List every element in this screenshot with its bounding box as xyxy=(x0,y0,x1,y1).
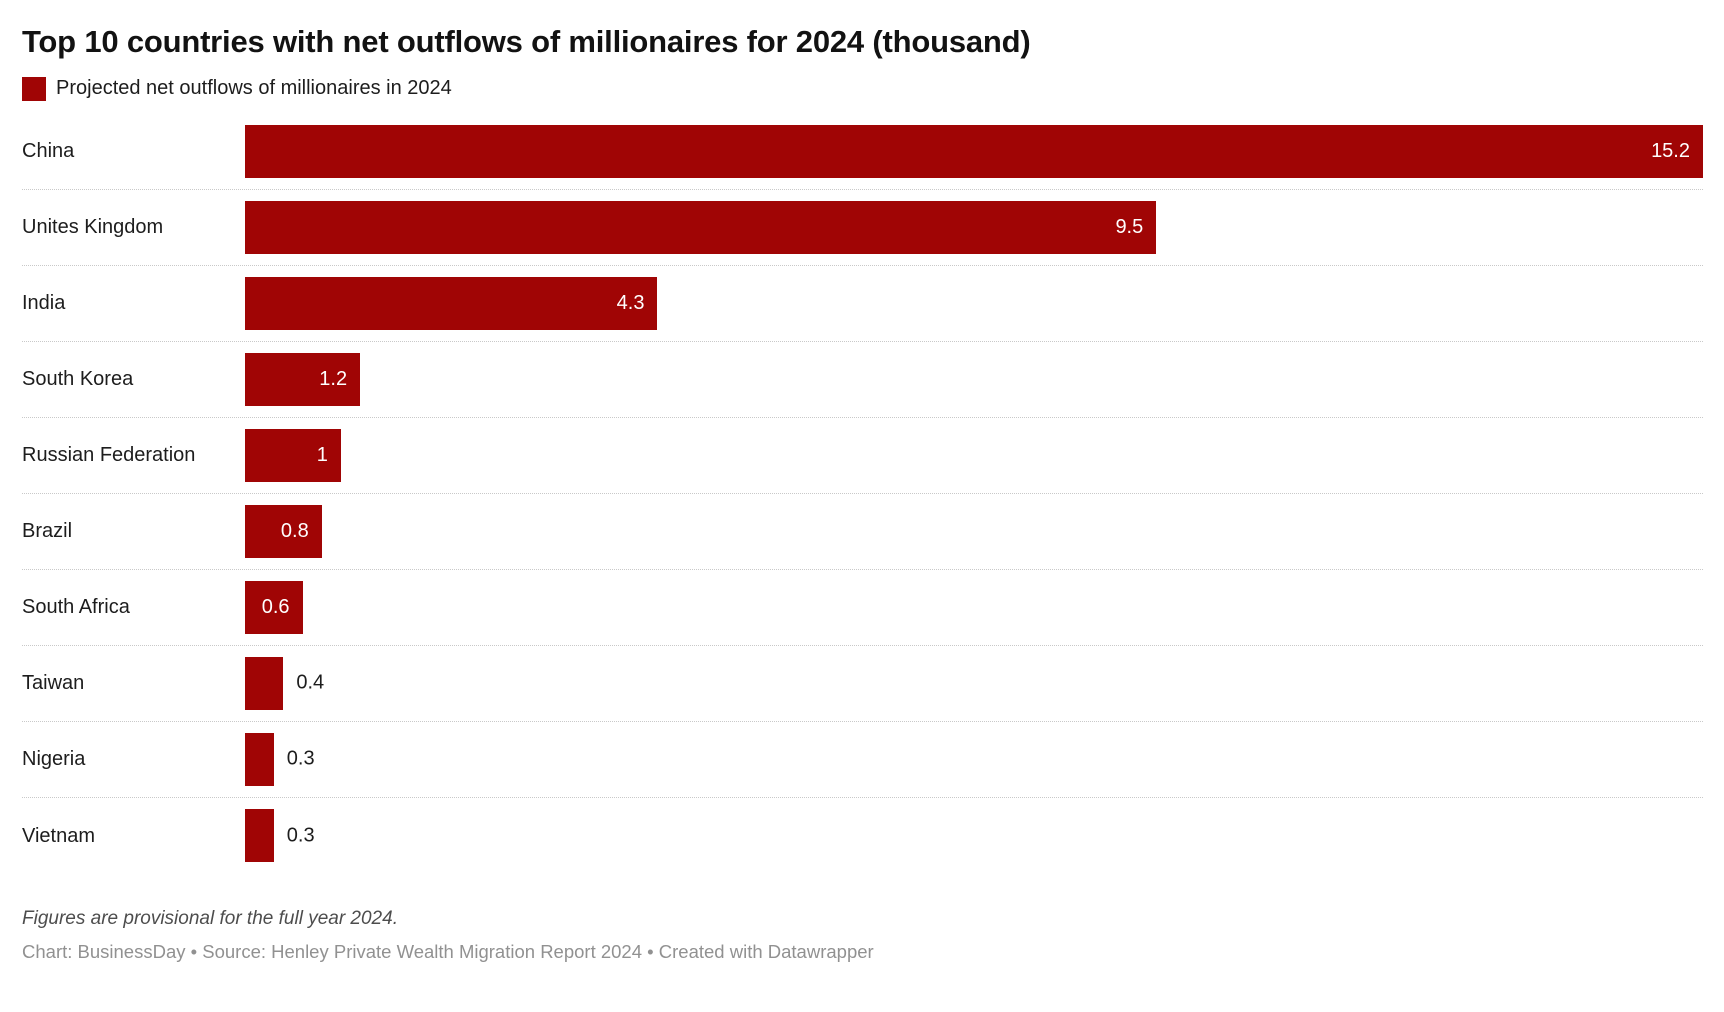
value-label: 0.4 xyxy=(296,671,325,694)
chart-row: China 15.2 xyxy=(22,114,1703,190)
chart-row: Taiwan 0.4 xyxy=(22,646,1703,722)
bar-track: 0.3 xyxy=(245,732,1703,786)
category-label: Nigeria xyxy=(22,748,86,771)
value-label: 1 xyxy=(316,443,328,466)
bar xyxy=(245,656,284,710)
legend: Projected net outflows of millionaires i… xyxy=(22,76,1703,101)
bar-track: 4.3 xyxy=(245,276,1703,330)
category-label: Unites Kingdom xyxy=(22,216,164,239)
chart-row: Nigeria 0.3 xyxy=(22,722,1703,798)
category-label: Brazil xyxy=(22,520,73,543)
bar-track: 9.5 xyxy=(245,200,1703,254)
bar xyxy=(245,809,274,863)
credit-line: Chart: BusinessDay • Source: Henley Priv… xyxy=(22,940,874,962)
footnote: Figures are provisional for the full yea… xyxy=(22,907,398,929)
value-label: 0.6 xyxy=(261,595,290,618)
legend-label: Projected net outflows of millionaires i… xyxy=(56,77,452,100)
chart-title: Top 10 countries with net outflows of mi… xyxy=(22,24,1031,59)
value-label: 4.3 xyxy=(616,291,645,314)
bar xyxy=(245,732,274,786)
bar: 15.2 xyxy=(245,124,1703,178)
bar: 1.2 xyxy=(245,352,361,406)
value-label: 15.2 xyxy=(1651,139,1690,162)
chart-row: Vietnam 0.3 xyxy=(22,798,1703,874)
category-label: Taiwan xyxy=(22,672,85,695)
category-label: India xyxy=(22,292,66,315)
value-label: 9.5 xyxy=(1115,215,1144,238)
bar-track: 0.6 xyxy=(245,580,1703,634)
bar-track: 1 xyxy=(245,428,1703,482)
chart-row: Unites Kingdom 9.5 xyxy=(22,190,1703,266)
category-label: Russian Federation xyxy=(22,444,196,467)
chart-row: South Africa 0.6 xyxy=(22,570,1703,646)
value-label: 1.2 xyxy=(319,367,348,390)
bar: 9.5 xyxy=(245,200,1157,254)
chart-row: Russian Federation 1 xyxy=(22,418,1703,494)
bar-chart: China 15.2 Unites Kingdom 9.5 India 4.3 South … xyxy=(22,114,1703,874)
bar-track: 0.4 xyxy=(245,656,1703,710)
bar: 0.8 xyxy=(245,504,322,558)
bar-track: 0.3 xyxy=(245,809,1703,863)
category-label: South Korea xyxy=(22,368,134,391)
bar: 1 xyxy=(245,428,341,482)
bar-track: 1.2 xyxy=(245,352,1703,406)
chart-row: South Korea 1.2 xyxy=(22,342,1703,418)
chart-row: Brazil 0.8 xyxy=(22,494,1703,570)
value-label: 0.3 xyxy=(286,747,315,770)
value-label: 0.3 xyxy=(286,824,315,847)
category-label: South Africa xyxy=(22,596,130,619)
bar-track: 0.8 xyxy=(245,504,1703,558)
category-label: Vietnam xyxy=(22,824,96,847)
bar-track: 15.2 xyxy=(245,124,1703,178)
bar: 0.6 xyxy=(245,580,303,634)
value-label: 0.8 xyxy=(280,519,309,542)
legend-swatch-icon xyxy=(22,76,46,101)
category-label: China xyxy=(22,140,75,163)
bar: 4.3 xyxy=(245,276,658,330)
chart-row: India 4.3 xyxy=(22,266,1703,342)
